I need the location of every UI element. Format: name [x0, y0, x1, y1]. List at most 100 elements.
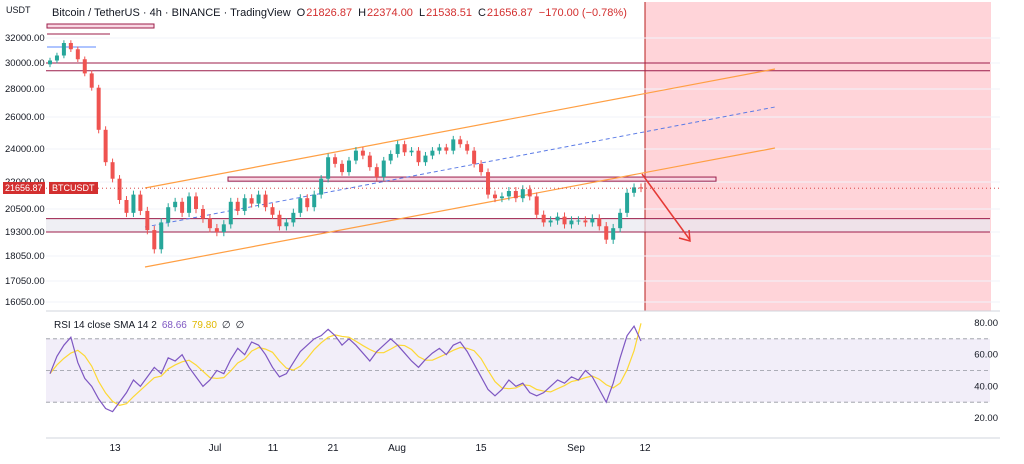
ohlc-close: C21656.87: [477, 7, 533, 19]
channel-lower: [144, 147, 776, 268]
ohlc-low: L21538.51: [418, 7, 472, 19]
candle-body: [430, 150, 435, 156]
time-axis-label: 21: [327, 443, 339, 454]
price-axis-label: 26000.00: [5, 112, 45, 123]
candle-body: [472, 150, 477, 164]
candle-body: [187, 196, 192, 213]
rsi-sma-line: [49, 323, 642, 406]
candle-body: [284, 222, 289, 227]
candle-body: [207, 218, 212, 229]
price-unit-label: USDT: [6, 5, 31, 15]
candle-body: [305, 198, 310, 208]
rsi-sma-value: 79.80: [191, 320, 217, 331]
candle-body: [124, 200, 129, 213]
candle-body: [180, 201, 185, 213]
candle-body: [611, 228, 616, 240]
candle-body: [548, 220, 553, 223]
candle-body: [437, 147, 442, 151]
candle-body: [263, 194, 268, 208]
candle-body: [75, 49, 80, 60]
chart-header: Bitcoin / TetherUS · 4h · BINANCE · Trad…: [52, 7, 627, 19]
candle-body: [465, 144, 470, 151]
candle-body: [319, 178, 324, 195]
candle-body: [256, 194, 261, 204]
rsi-axis-label: 80.00: [974, 318, 998, 329]
candle-body: [249, 198, 254, 204]
candle-body: [506, 191, 511, 197]
candle-body: [479, 163, 484, 173]
candle-body: [96, 87, 101, 130]
candle-body: [326, 157, 331, 179]
price-axis-label: 28000.00: [5, 84, 45, 95]
top-box: [46, 23, 155, 29]
candle-body: [200, 209, 205, 219]
candle-body: [298, 198, 303, 213]
candle-body: [520, 189, 525, 199]
last-price-tag: 21656.87: [3, 182, 45, 194]
candle-body: [214, 228, 219, 232]
price-axis-label: 16050.00: [5, 297, 45, 308]
time-axis-label: Jul: [209, 443, 222, 454]
price-axis-label: 19300.00: [5, 227, 45, 238]
candle-body: [444, 147, 449, 151]
candle-body: [103, 129, 108, 163]
candle-body: [381, 160, 386, 178]
candle-body: [110, 162, 115, 179]
candle-body: [639, 187, 643, 189]
price-axis-label: 20500.00: [5, 204, 45, 215]
candle-body: [423, 155, 428, 163]
candle-body: [166, 207, 171, 223]
channel-upper: [144, 68, 776, 189]
candle-body: [569, 220, 574, 225]
candle-body: [270, 207, 275, 215]
time-axis-label: 15: [475, 443, 487, 454]
candle-body: [486, 172, 491, 195]
time-axis-label: Sep: [567, 443, 585, 454]
candle-body: [291, 212, 296, 223]
candle-body: [194, 196, 199, 209]
candle-body: [409, 150, 414, 153]
candle-body: [416, 150, 421, 163]
candle-body: [277, 214, 282, 227]
candle-body: [583, 220, 588, 223]
candle-body: [527, 189, 532, 197]
candle-body: [451, 139, 456, 151]
candle-body: [590, 218, 595, 223]
candle-body: [541, 214, 546, 223]
rsi-axis-label: 40.00: [974, 381, 998, 392]
candle-body: [68, 43, 73, 50]
candle-body: [374, 167, 379, 178]
ticker-tag: BTCUSDT: [49, 182, 98, 194]
candle-body: [388, 153, 393, 161]
rsi-title[interactable]: RSI 14 close SMA 14 2: [54, 320, 157, 331]
candle-body: [346, 160, 351, 173]
candle-body: [138, 194, 143, 211]
candle-body: [562, 216, 567, 225]
candle-body: [360, 150, 365, 156]
candle-body: [458, 139, 463, 145]
rsi-header: RSI 14 close SMA 14 2 68.66 79.80 ∅ ∅: [54, 320, 244, 331]
price-axis-label: 32000.00: [5, 33, 45, 44]
candle-body: [48, 60, 52, 65]
ohlc-high: H22374.00: [358, 7, 413, 19]
candle-body: [367, 155, 372, 168]
candle-body: [618, 212, 623, 229]
candle-body: [242, 198, 247, 211]
candle-body: [513, 191, 518, 199]
candle-body: [402, 144, 407, 153]
candle-body: [173, 201, 178, 208]
time-axis-label: Aug: [388, 443, 406, 454]
candle-body: [89, 73, 94, 88]
price-axis-label: 30000.00: [5, 58, 45, 69]
horizontal-zone-fill: [46, 218, 990, 232]
candle-body: [221, 224, 226, 232]
candle-body: [597, 218, 602, 227]
symbol-title[interactable]: Bitcoin / TetherUS · 4h · BINANCE · Trad…: [52, 7, 291, 19]
candle-body: [499, 196, 504, 199]
candle-body: [312, 194, 317, 208]
candle-body: [492, 194, 497, 199]
candle-body: [625, 192, 630, 213]
candle-body: [235, 201, 240, 211]
